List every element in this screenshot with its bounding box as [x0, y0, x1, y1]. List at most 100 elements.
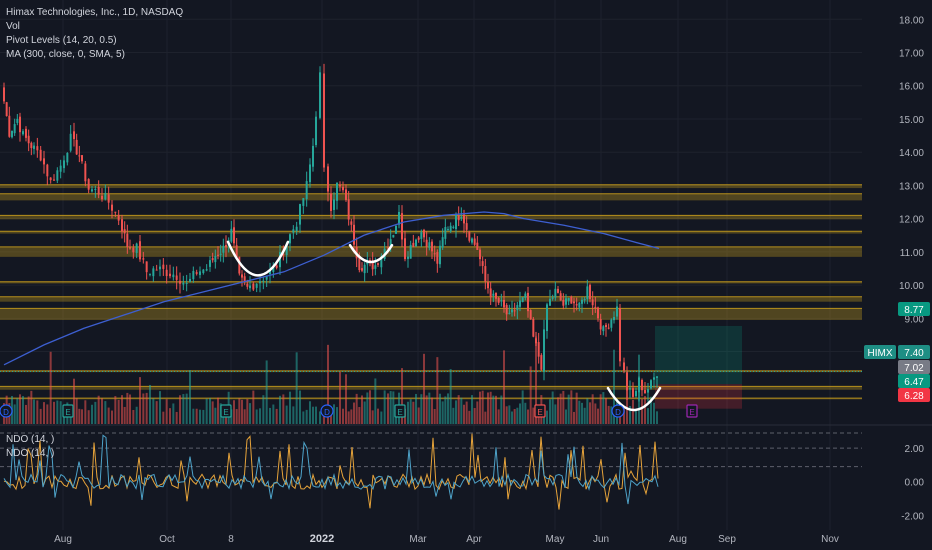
time-tick-label-6[interactable]: May	[546, 534, 565, 545]
legend-ndo-2[interactable]: NDO (14, )	[6, 448, 55, 459]
time-tick-label-1[interactable]: Oct	[159, 534, 175, 545]
candle-body-54	[172, 274, 175, 278]
volume-bar-183	[546, 410, 548, 424]
candle-body-139	[428, 242, 431, 248]
price-tick-label-5[interactable]: 13.00	[899, 181, 924, 192]
event-marker-2[interactable]: E	[220, 404, 232, 418]
volume-bar-132	[409, 399, 412, 424]
volume-bar-200	[591, 394, 594, 424]
time-axis[interactable]: Aug Oct 8 2022 Mar Apr May Jun Aug Sep Nov	[54, 533, 839, 545]
candle-body-119	[371, 261, 374, 270]
volume-bar-215	[635, 408, 637, 424]
price-tick-label-0[interactable]: 18.00	[899, 15, 924, 26]
candle-body-93	[292, 229, 295, 233]
event-marker-label: D	[615, 408, 621, 417]
candle-body-182	[543, 329, 545, 372]
volume-bar-51	[162, 411, 165, 424]
volume-bar-186	[554, 404, 557, 424]
legend-moving-average[interactable]: MA (300, close, 0, SMA, 5)	[6, 49, 125, 60]
candle-body-157	[476, 242, 479, 250]
legend-volume[interactable]: Vol	[6, 21, 20, 32]
volume-bar-49	[155, 401, 158, 424]
event-marker-4[interactable]: E	[394, 404, 406, 418]
time-tick-label-3[interactable]: 2022	[310, 533, 334, 545]
time-tick-label-2[interactable]: 8	[228, 534, 234, 545]
candle-body-218	[644, 390, 646, 394]
candle-body-77	[241, 274, 243, 278]
price-tick-label-1[interactable]: 17.00	[899, 49, 924, 60]
time-tick-label-10[interactable]: Nov	[821, 534, 839, 545]
candle-body-178	[532, 318, 535, 337]
ndo-tick-label-2[interactable]: -2.00	[901, 511, 924, 522]
legend-ndo-1[interactable]: NDO (14, )	[6, 434, 55, 445]
volume-bar-110	[347, 411, 350, 424]
event-marker-5[interactable]: E	[534, 404, 546, 418]
time-tick-label-8[interactable]: Aug	[669, 534, 687, 545]
price-axis[interactable]: 18.00 17.00 16.00 15.00 14.00 13.00 12.00 11.00…	[899, 15, 924, 358]
candle-body-44	[139, 241, 141, 260]
volume-bar-192	[570, 390, 573, 424]
event-marker-7[interactable]: E	[686, 404, 698, 418]
candle-body-194	[575, 304, 578, 306]
price-tick-label-8[interactable]: 10.00	[899, 281, 924, 292]
price-tick-label-3[interactable]: 15.00	[899, 115, 924, 126]
volume-bar-4	[13, 404, 16, 424]
earnings-icon	[534, 404, 546, 418]
time-tick-label-4[interactable]: Mar	[409, 534, 427, 545]
event-marker-1[interactable]: E	[62, 404, 74, 418]
volume-bar-12	[36, 400, 39, 424]
time-tick-label-0[interactable]: Aug	[54, 534, 72, 545]
ma-line	[3, 211, 660, 366]
candle-body-7	[22, 131, 24, 135]
candle-body-6	[19, 116, 21, 133]
legend-pivot-levels[interactable]: Pivot Levels (14, 20, 0.5)	[6, 35, 117, 46]
event-marker-label: E	[537, 408, 542, 417]
volume-bar-122	[380, 411, 383, 424]
candle-body-184	[549, 298, 551, 306]
candle-body-82	[255, 283, 258, 288]
volume-bar-78	[243, 409, 246, 424]
volume-bar-159	[481, 390, 484, 424]
time-tick-label-7[interactable]: Jun	[593, 534, 609, 545]
candle-body-159	[481, 261, 484, 266]
price-badge-1	[864, 345, 896, 359]
price-badge-0	[898, 302, 930, 316]
candle-body-95	[299, 204, 301, 225]
position-stop-zone[interactable]	[655, 384, 742, 409]
candle-body-87	[272, 265, 275, 273]
event-marker-3[interactable]: D	[320, 404, 334, 418]
price-badge-3	[898, 360, 930, 374]
candle-body-203	[599, 318, 602, 330]
price-tick-label-4[interactable]: 14.00	[899, 148, 924, 159]
position-target-zone[interactable]	[655, 325, 742, 385]
ndo-tick-label-1[interactable]: 0.00	[905, 478, 925, 489]
ndo-tick-label-0[interactable]: 2.00	[905, 444, 925, 455]
ndo-axis[interactable]: 2.00 0.00 -2.00	[901, 444, 924, 522]
event-marker-0[interactable]: D	[0, 404, 13, 418]
chart-title[interactable]: Himax Technologies, Inc., 1D, NASDAQ	[6, 7, 184, 18]
price-tick-label-9[interactable]: 9.00	[905, 314, 925, 325]
time-tick-label-5[interactable]: Apr	[466, 534, 482, 545]
volume-bar-24	[75, 398, 78, 424]
price-tick-label-6[interactable]: 12.00	[899, 215, 924, 226]
price-tick-label-7[interactable]: 11.00	[900, 248, 925, 259]
time-tick-label-9[interactable]: Sep	[718, 534, 736, 545]
volume-bar-182	[543, 411, 545, 424]
candle-body-67	[214, 255, 217, 263]
volume-bar-6	[19, 394, 21, 424]
volume-bar-43	[135, 406, 138, 424]
long-position-tool[interactable]	[0, 325, 862, 409]
candle-body-192	[570, 296, 573, 304]
volume-bar-126	[392, 391, 395, 424]
volume-bar-137	[423, 353, 425, 424]
volume-bar-165	[497, 409, 500, 424]
candle-body-221	[653, 377, 655, 380]
volume-bar-80	[249, 403, 251, 424]
volume-bar-5	[16, 398, 19, 424]
candle-body-129	[401, 213, 403, 240]
event-marker-6[interactable]: D	[611, 404, 625, 418]
volume-bar-104	[330, 410, 332, 424]
price-tick-label-2[interactable]: 16.00	[899, 82, 924, 93]
